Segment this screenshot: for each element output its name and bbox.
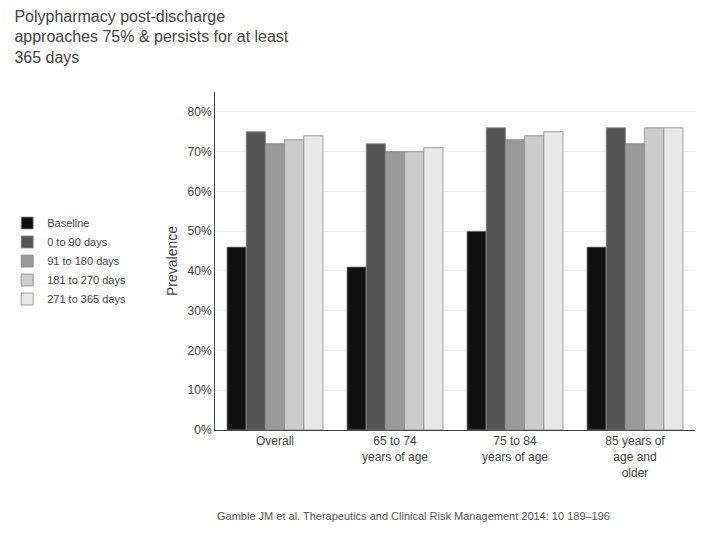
svg-text:85 years ofage andolder: 85 years ofage andolder [605, 434, 665, 479]
svg-text:91 to 180 days: 91 to 180 days [47, 255, 120, 267]
svg-text:80%: 80% [188, 105, 212, 119]
svg-text:20%: 20% [188, 344, 212, 358]
svg-text:Baseline: Baseline [47, 217, 89, 229]
svg-text:75 to 84years of age: 75 to 84years of age [482, 434, 548, 464]
svg-text:40%: 40% [188, 264, 212, 278]
svg-text:60%: 60% [188, 185, 212, 199]
svg-text:0 to 90 days: 0 to 90 days [47, 236, 107, 248]
svg-text:65 to 74years of age: 65 to 74years of age [362, 434, 428, 464]
svg-text:Overall: Overall [256, 434, 294, 448]
svg-text:0%: 0% [194, 423, 212, 437]
svg-text:271 to 365 days: 271 to 365 days [47, 293, 126, 305]
svg-text:Polypharmacy post-dischargeapp: Polypharmacy post-dischargeapproaches 75… [14, 8, 288, 67]
svg-text:50%: 50% [188, 224, 212, 238]
svg-text:Gamble JM et al. Therapeutics: Gamble JM et al. Therapeutics and Clinic… [217, 510, 610, 522]
svg-text:181 to 270 days: 181 to 270 days [47, 274, 126, 286]
svg-text:10%: 10% [188, 383, 212, 397]
svg-text:70%: 70% [188, 145, 212, 159]
svg-text:30%: 30% [188, 304, 212, 318]
svg-text:Prevalence: Prevalence [164, 226, 180, 296]
